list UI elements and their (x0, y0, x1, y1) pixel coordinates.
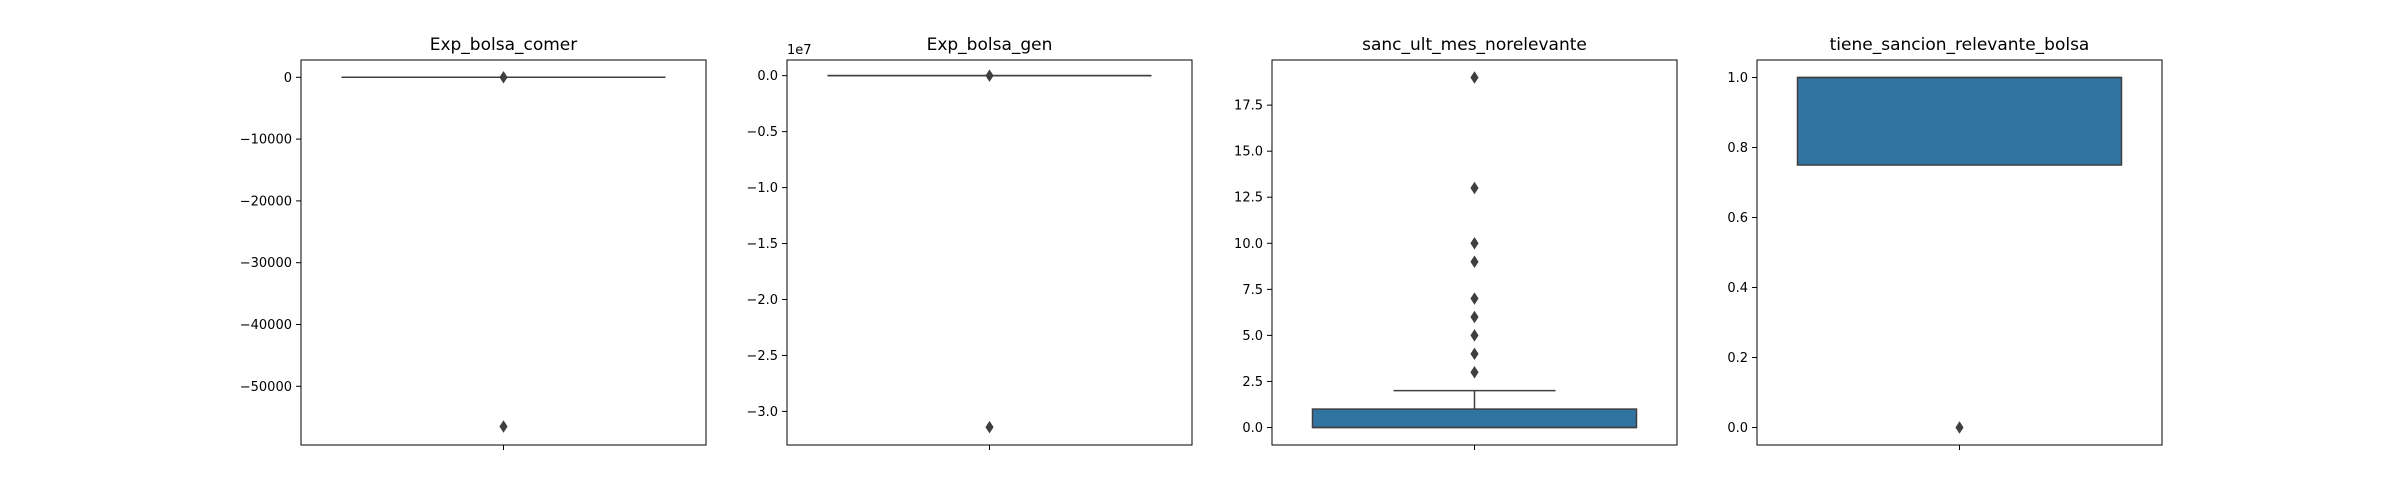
y-tick-label: 0.0 (1727, 421, 1748, 436)
outlier-point (1470, 71, 1479, 84)
y-tick-label: −2.5 (746, 349, 778, 364)
y-tick-label: −3.0 (746, 405, 778, 420)
y-tick-label: 2.5 (1242, 375, 1263, 390)
outlier-point (1470, 181, 1479, 195)
chart-marks: 0.0 −0.5 −1.0 −1.5 −2.0 −2.5 −3.0 (746, 69, 1152, 450)
y-tick-label: −10000 (240, 133, 292, 148)
outlier-point (1470, 292, 1479, 305)
y-tick-label: 0.6 (1727, 211, 1748, 226)
y-tick-label: −20000 (240, 194, 292, 209)
chart-marks: 0.0 0.2 0.4 0.6 0.8 1.0 (1727, 71, 2123, 450)
outlier-point (499, 71, 508, 84)
subplot-sanc-ult-mes-norelevante: sanc_ult_mes_norelevante 0.0 2.5 5.0 7.5 10.… (1234, 35, 1678, 450)
outlier-point (1470, 310, 1479, 324)
y-tick-label: −1.5 (746, 237, 778, 252)
outlier-point (1470, 237, 1479, 250)
outlier-point (1470, 329, 1479, 342)
outlier-point (1470, 255, 1479, 268)
chart-title: sanc_ult_mes_norelevante (1362, 35, 1587, 55)
axes-frame (1756, 59, 2163, 446)
axes-frame (300, 59, 707, 446)
chart-title: Exp_bolsa_comer (430, 35, 578, 55)
y-tick-label: 0.8 (1727, 141, 1748, 156)
y-tick-label: 17.5 (1234, 99, 1263, 114)
y-tick-label: 1.0 (1727, 71, 1748, 86)
axes-frame (1271, 59, 1678, 446)
y-tick-label: 12.5 (1234, 191, 1263, 206)
y-tick-label: 0.0 (1242, 421, 1263, 436)
outlier-point (985, 69, 994, 82)
chart-title: Exp_bolsa_gen (927, 35, 1053, 55)
y-tick-label: −1.0 (746, 181, 778, 196)
y-tick-label: −2.0 (746, 293, 778, 308)
outlier-point (499, 420, 508, 433)
y-tick-label: 0.0 (757, 69, 778, 84)
subplot-exp-bolsa-gen: Exp_bolsa_gen 1e7 0.0 −0.5 −1.0 −1.5 −2.0 −2.… (746, 35, 1193, 450)
subplot-tiene-sancion-relevante-bolsa: tiene_sancion_relevante_bolsa 0.00.20.40… (1727, 35, 2163, 450)
y-tick-label: 0.4 (1727, 281, 1748, 296)
axes-frame (786, 59, 1193, 446)
y-tick-label: −30000 (240, 256, 292, 271)
outlier-point (1955, 421, 1964, 434)
y-tick-label: 10.0 (1234, 237, 1263, 252)
outlier-point (1470, 366, 1479, 379)
chart-marks: 0 −10000 −20000 −30000 −40000 −50000 (240, 71, 666, 450)
chart-title: tiene_sancion_relevante_bolsa (1830, 35, 2090, 55)
y-tick-label: 15.0 (1234, 145, 1263, 160)
y-tick-label: 5.0 (1242, 329, 1263, 344)
box (1796, 76, 2123, 166)
chart-marks: 0.0 2.5 5.0 7.5 10.0 12.5 15.0 17.5 (1234, 71, 1638, 450)
subplot-exp-bolsa-comer: Exp_bolsa_comer 0 −10000 −20000 −30000 −4000… (240, 35, 707, 450)
y-tick-label: 7.5 (1242, 283, 1263, 298)
y-tick-label: −50000 (240, 380, 292, 395)
y-tick-label: 0.2 (1727, 351, 1748, 366)
outlier-point (985, 420, 994, 434)
outlier-point (1470, 347, 1479, 361)
axis-offset-label: 1e7 (787, 43, 812, 58)
box (1311, 408, 1638, 429)
y-tick-label: 0 (284, 71, 292, 86)
y-tick-label: −40000 (240, 318, 292, 333)
y-tick-label: −0.5 (746, 125, 778, 140)
